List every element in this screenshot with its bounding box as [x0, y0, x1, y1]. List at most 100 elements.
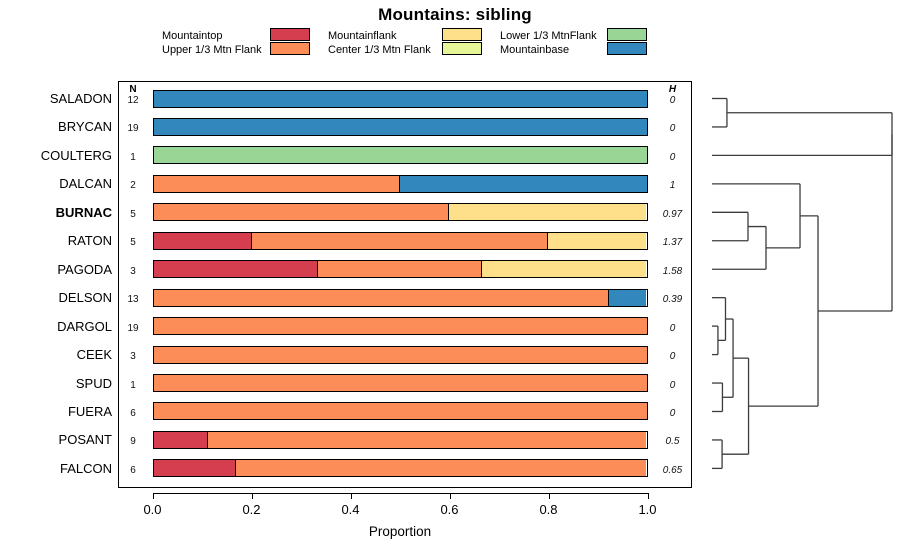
- h-value-brycan: 0: [669, 123, 676, 135]
- n-value-saladon: 12: [127, 95, 139, 106]
- n-value-coulterg: 1: [130, 151, 136, 163]
- legend-swatch-4: [607, 28, 647, 41]
- x-tick-label-0.8: 0.8: [539, 502, 558, 517]
- bar-coulterg: [152, 146, 648, 165]
- bar-segment-upper-1-3-mtn-flank: [153, 318, 647, 335]
- legend-label-0: Mountaintop: [162, 30, 223, 42]
- bar-spud: [152, 374, 648, 393]
- bar-segment-upper-1-3-mtn-flank: [153, 175, 400, 192]
- n-value-fuera: 6: [130, 407, 136, 419]
- x-tick-0.2: [251, 493, 253, 499]
- column-header-h: H: [668, 84, 677, 95]
- bar-falcon: [152, 459, 648, 478]
- legend-swatch-2: [442, 28, 482, 41]
- bar-segment-upper-1-3-mtn-flank: [208, 431, 647, 448]
- plot-frame: [118, 81, 692, 488]
- legend-swatch-5: [607, 41, 647, 55]
- x-axis-line: [152, 493, 648, 494]
- x-tick-1.0: [647, 493, 649, 499]
- row-label-spud: SPUD: [75, 375, 112, 391]
- bar-burnac: [152, 203, 648, 222]
- row-label-ceek: CEEK: [76, 347, 112, 363]
- bar-segment-upper-1-3-mtn-flank: [235, 460, 647, 477]
- h-value-dargol: 0: [669, 322, 676, 334]
- bar-segment-upper-1-3-mtn-flank: [153, 289, 609, 306]
- bar-saladon: [152, 89, 648, 108]
- bar-segment-mountainbase: [608, 289, 647, 306]
- h-value-coulterg: 0: [669, 151, 676, 163]
- h-value-posant: 0.5: [665, 436, 680, 448]
- n-value-brycan: 19: [127, 123, 139, 135]
- bar-pagoda: [152, 260, 648, 279]
- bar-raton: [152, 231, 648, 250]
- bar-dalcan: [152, 174, 648, 193]
- legend-label-3: Center 1/3 Mtn Flank: [328, 44, 431, 56]
- row-label-coulterg: COULTERG: [40, 147, 112, 163]
- legend-swatch-0: [270, 28, 310, 41]
- bar-segment-upper-1-3-mtn-flank: [252, 232, 548, 249]
- row-label-dargol: DARGOL: [57, 318, 112, 334]
- n-value-burnac: 5: [130, 208, 136, 220]
- x-tick-label-0.6: 0.6: [440, 502, 459, 517]
- n-value-posant: 9: [130, 436, 136, 448]
- bar-fuera: [152, 402, 648, 421]
- x-tick-label-1.0: 1.0: [638, 502, 657, 517]
- h-value-burnac: 0.97: [662, 208, 683, 220]
- row-label-pagoda: PAGODA: [57, 261, 112, 277]
- bar-segment-mountaintop: [153, 460, 236, 477]
- legend-swatch-1: [270, 41, 310, 55]
- h-value-raton: 1.37: [662, 237, 683, 249]
- h-value-falcon: 0.65: [662, 464, 683, 476]
- n-value-spud: 1: [130, 379, 136, 391]
- x-axis-title: Proportion: [368, 524, 432, 539]
- x-tick-label-0.0: 0.0: [143, 502, 162, 517]
- n-value-pagoda: 3: [130, 265, 136, 277]
- row-label-burnac: BURNAC: [55, 204, 112, 220]
- x-tick-0.8: [548, 493, 550, 499]
- h-value-fuera: 0: [669, 407, 676, 419]
- h-value-saladon: 0: [669, 95, 676, 106]
- row-label-fuera: FUERA: [67, 403, 112, 419]
- bar-segment-mountainbase: [400, 175, 647, 192]
- bar-dargol: [152, 317, 648, 336]
- x-tick-0.6: [449, 493, 451, 499]
- n-value-dargol: 19: [127, 322, 139, 334]
- x-tick-0.0: [152, 493, 154, 499]
- legend-label-5: Mountainbase: [500, 44, 570, 56]
- bar-delson: [152, 288, 648, 307]
- bar-segment-mountaintop: [153, 431, 209, 448]
- bar-segment-mountainbase: [153, 90, 647, 107]
- column-header-n: N: [129, 84, 137, 95]
- n-value-dalcan: 2: [130, 180, 136, 192]
- h-value-pagoda: 1.58: [662, 265, 683, 277]
- bar-segment-mountaintop: [153, 261, 318, 278]
- x-tick-label-0.4: 0.4: [341, 502, 360, 517]
- legend: Mountaintop Upper 1/3 Mtn Flank Mountainfl…: [0, 0, 900, 62]
- legend-swatch-3: [442, 41, 482, 55]
- bar-segment-upper-1-3-mtn-flank: [153, 403, 647, 420]
- bar-segment-upper-1-3-mtn-flank: [317, 261, 483, 278]
- bar-segment-lower-1-3-mtnflank: [153, 147, 647, 164]
- n-value-falcon: 6: [130, 464, 136, 476]
- h-value-spud: 0: [669, 379, 676, 391]
- chart-title: Mountains: sibling: [378, 5, 532, 24]
- bar-brycan: [152, 117, 648, 136]
- bar-segment-mountaintop: [153, 232, 253, 249]
- h-value-ceek: 0: [669, 351, 676, 363]
- row-label-falcon: FALCON: [59, 460, 112, 476]
- x-tick-label-0.2: 0.2: [242, 502, 261, 517]
- row-label-dalcan: DALCAN: [59, 176, 112, 192]
- bar-segment-upper-1-3-mtn-flank: [153, 346, 647, 363]
- row-label-saladon: SALADON: [49, 91, 112, 106]
- legend-label-1: Upper 1/3 Mtn Flank: [162, 44, 262, 56]
- row-label-brycan: BRYCAN: [58, 119, 112, 135]
- h-value-dalcan: 1: [669, 180, 676, 192]
- n-value-delson: 13: [127, 294, 139, 306]
- row-label-posant: POSANT: [58, 432, 112, 448]
- bar-segment-upper-1-3-mtn-flank: [153, 204, 450, 221]
- bar-segment-upper-1-3-mtn-flank: [153, 375, 647, 392]
